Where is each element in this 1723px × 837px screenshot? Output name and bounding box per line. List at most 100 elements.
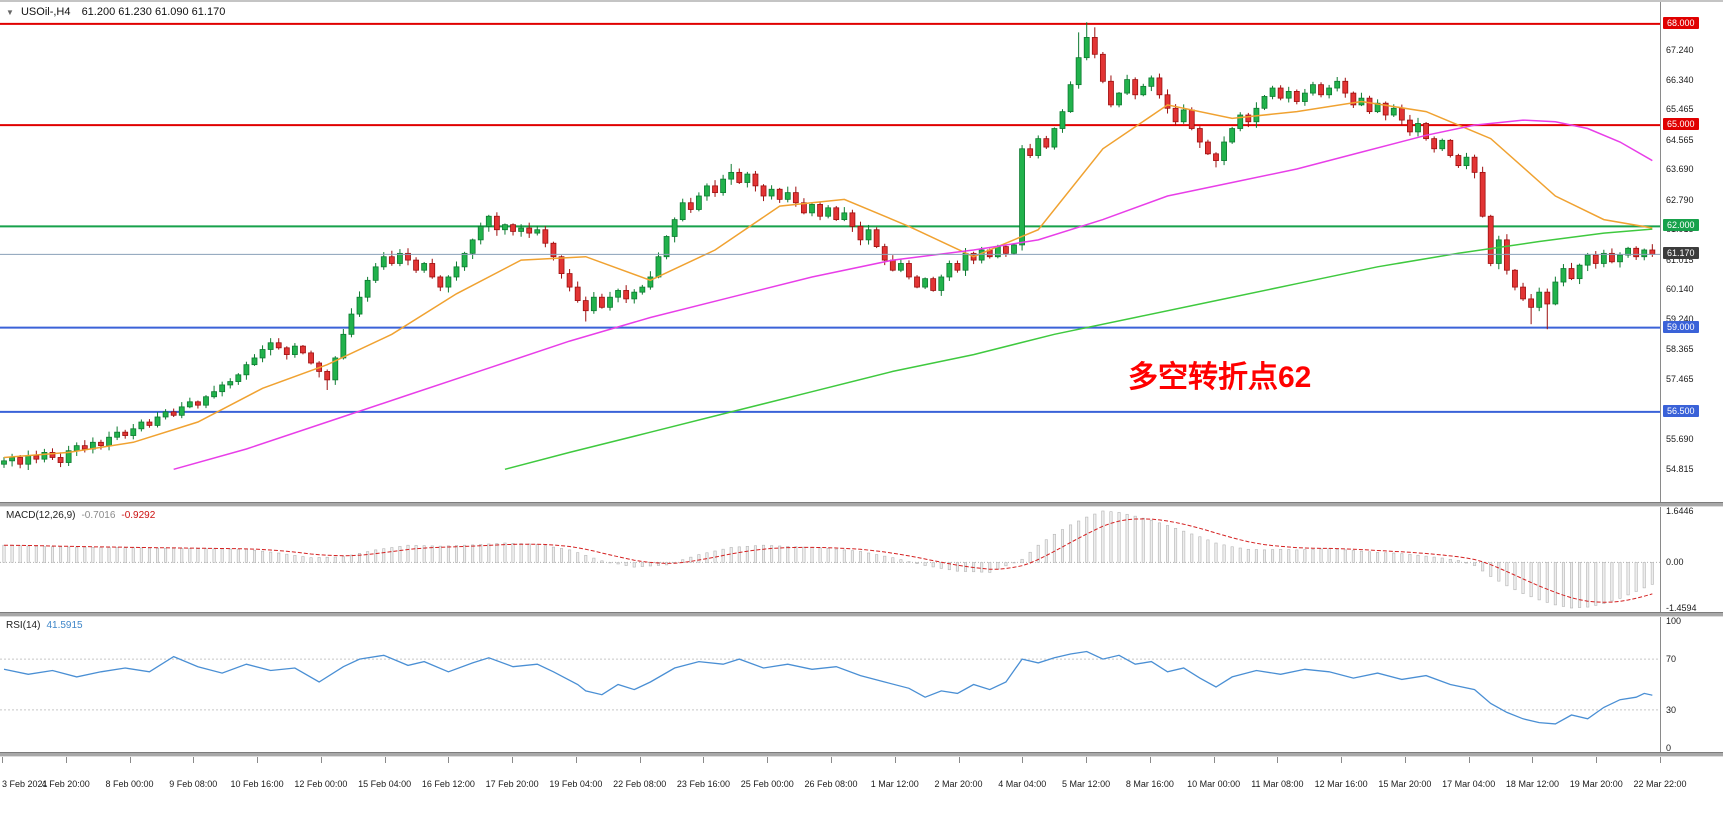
time-axis-label: 25 Feb 00:00 [740,779,794,789]
time-axis-label: 17 Feb 20:00 [485,779,539,789]
macd-signal-line [3,518,1653,603]
time-axis-label: 19 Mar 20:00 [1569,779,1623,789]
time-axis-label: 22 Mar 22:00 [1633,779,1687,789]
time-axis-label: 15 Mar 20:00 [1378,779,1432,789]
price-tick-label: 54.815 [1666,463,1694,474]
macd-chart[interactable] [0,507,1660,612]
price-level-badge: 65.000 [1663,118,1699,131]
ma-magenta [173,119,1653,471]
time-axis-label: 17 Mar 04:00 [1442,779,1496,789]
price-level-badge: 68.000 [1663,16,1699,29]
time-axis-label: 16 Feb 12:00 [421,779,475,789]
macd-title: MACD(12,26,9) -0.7016 -0.9292 [6,510,155,521]
macd-value: -0.7016 [81,510,116,521]
time-axis-label: 8 Feb 00:00 [105,779,154,789]
panel-separator[interactable] [0,502,1723,507]
price-chart-panel: ▼ USOil-,H4 61.200 61.230 61.090 61.170 … [0,2,1723,502]
price-tick-label: 55.690 [1666,434,1694,445]
time-axis-label: 18 Mar 12:00 [1505,779,1559,789]
rsi-name-label: RSI(14) [6,620,41,631]
time-axis-tick [1532,757,1534,763]
rsi-tick-label: 0 [1666,743,1672,753]
symbol-timeframe-label: USOil-,H4 [20,6,71,18]
macd-scale[interactable]: 1.6446 0.00 -1.4594 [1660,506,1723,613]
macd-name-label: MACD(12,26,9) [6,510,76,521]
time-axis-tick [1277,757,1279,763]
price-level-badge: 61.170 [1663,247,1699,260]
price-tick-label: 65.465 [1666,104,1694,115]
macd-tick-label: 0.00 [1666,557,1684,568]
time-axis-tick [831,757,832,763]
rsi-tick-label: 30 [1666,704,1677,715]
time-axis-tick [703,757,705,763]
time-axis-tick [2,757,3,763]
time-axis-label: 15 Feb 04:00 [358,779,412,789]
time-axis-label: 8 Mar 16:00 [1125,779,1174,789]
time-axis-label: 23 Feb 16:00 [676,779,730,789]
panel-separator[interactable] [0,612,1723,617]
collapse-triangle-icon[interactable]: ▼ [6,8,14,17]
time-axis-tick [1341,757,1343,763]
time-axis-tick [1213,757,1215,763]
time-axis-tick [384,757,386,763]
ohlc-values-label: 61.200 61.230 61.090 61.170 [81,6,226,18]
rsi-panel: RSI(14) 41.5915 100 70 30 0 [0,616,1723,753]
price-tick-label: 62.790 [1666,194,1694,205]
rsi-scale[interactable]: 100 70 30 0 [1660,616,1723,753]
rsi-chart[interactable] [0,617,1660,752]
time-axis-label: 10 Feb 16:00 [230,779,284,789]
time-axis-tick [512,757,514,763]
time-axis-tick [1660,757,1661,763]
time-axis-tick [65,757,67,763]
time-axis-label: 11 Mar 08:00 [1251,779,1304,789]
price-scale[interactable]: 67.24066.34065.46564.56563.69062.79061.9… [1660,2,1723,502]
price-tick-label: 64.565 [1666,134,1694,145]
time-axis-tick [1149,757,1151,763]
time-axis-tick [1596,757,1598,763]
time-axis-tick [639,757,641,763]
chart-title: ▼ USOil-,H4 61.200 61.230 61.090 61.170 [6,6,225,18]
time-axis-label: 4 Mar 04:00 [998,779,1047,789]
rsi-tick-label: 70 [1666,654,1677,665]
time-axis-label: 26 Feb 08:00 [804,779,858,789]
candles [1,22,1656,471]
panel-separator[interactable] [0,752,1723,757]
price-tick-label: 60.140 [1666,284,1694,295]
time-axis[interactable]: 3 Feb 2021 4 Feb 20:00 8 Feb 00:00 9 Feb 08… [0,757,1723,837]
macd-histogram [2,510,1654,609]
time-axis-label: 12 Feb 00:00 [294,779,348,789]
time-axis-tick [894,757,896,763]
time-axis-tick [129,757,131,763]
time-axis-tick [193,757,195,763]
time-axis-label: 22 Feb 08:00 [613,779,667,789]
time-axis-label: 19 Feb 04:00 [549,779,603,789]
time-axis-label: 10 Mar 00:00 [1187,779,1241,789]
price-level-badge: 59.000 [1663,320,1699,333]
time-axis-tick [1468,757,1470,763]
time-axis-label: 2 Mar 20:00 [934,779,983,789]
time-axis-label: 1 Mar 12:00 [870,779,919,789]
price-tick-label: 58.365 [1666,343,1694,354]
macd-tick-label: -1.4594 [1666,603,1697,613]
time-axis-tick [1086,757,1088,763]
time-axis-tick [575,757,577,763]
rsi-tick-label: 100 [1666,616,1682,626]
time-axis-label: 3 Feb 2021 [2,779,48,789]
chart-annotation-text: 多空转折点62 [1128,361,1312,394]
horizontal-level-lines [0,22,1660,413]
time-axis-tick [1404,757,1406,763]
price-tick-label: 57.465 [1666,374,1694,385]
ma-green [504,228,1653,471]
time-axis-label: 5 Mar 12:00 [1062,779,1111,789]
time-axis-tick [958,757,960,763]
price-tick-label: 63.690 [1666,164,1694,175]
time-axis-tick [1022,757,1024,763]
price-tick-label: 59.240 [1666,314,1694,325]
time-axis-label: 4 Feb 20:00 [41,779,90,789]
price-tick-label: 61.015 [1666,254,1694,265]
candlestick-chart[interactable] [0,2,1660,502]
rsi-title: RSI(14) 41.5915 [6,620,83,631]
rsi-value: 41.5915 [46,620,83,631]
price-tick-label: 66.340 [1666,74,1694,85]
